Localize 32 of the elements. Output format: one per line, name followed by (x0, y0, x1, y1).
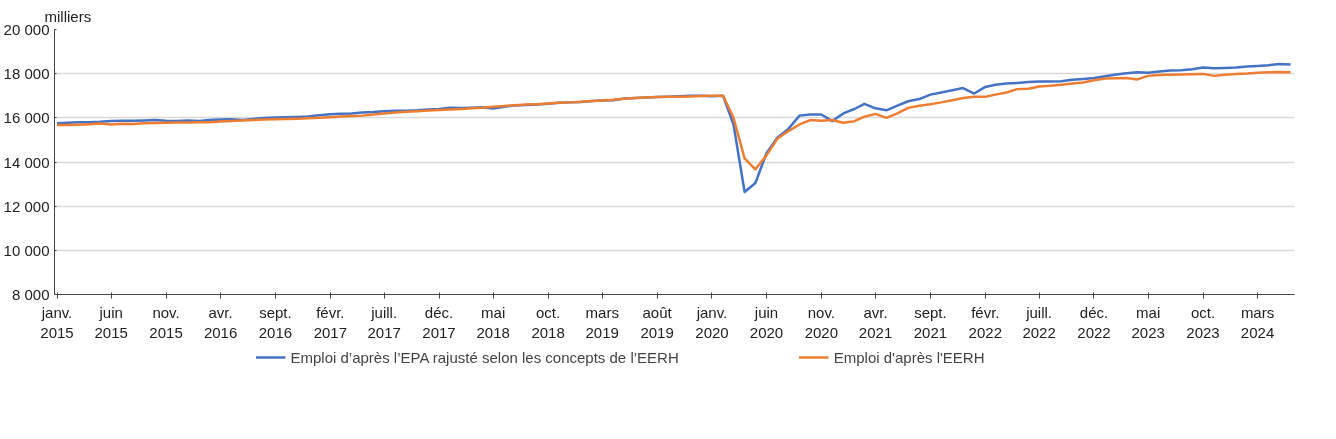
y-tick-label: 18 000 (3, 65, 50, 83)
x-tick-label: mars 2024 (1240, 303, 1275, 341)
x-tick-label: avr. 2021 (858, 303, 893, 341)
x-tick-label: déc. 2017 (422, 303, 456, 341)
y-tick-label: 10 000 (3, 241, 50, 259)
x-tick-label: mars 2019 (585, 303, 619, 341)
legend-label: Emploi d'après l'EERH (833, 348, 985, 366)
x-tick-label: janv. 2020 (695, 303, 729, 341)
x-tick-label: mai 2023 (1131, 303, 1165, 341)
x-tick-label: sept. 2021 (913, 303, 948, 341)
y-tick-label: 16 000 (3, 109, 50, 127)
x-tick-label: févr. 2017 (313, 303, 348, 341)
x-tick-label: déc. 2022 (1077, 303, 1111, 341)
x-tick-label: juill. 2017 (367, 303, 401, 341)
x-tick-label: avr. 2016 (203, 303, 238, 341)
x-tick-label: juin 2020 (749, 303, 784, 341)
y-tick-label: 8 000 (11, 286, 50, 303)
x-tick-label: sept. 2016 (258, 303, 293, 341)
line-series (55, 70, 1292, 171)
x-tick-label: août 2019 (640, 303, 674, 341)
x-tick-label: mai 2018 (476, 303, 510, 341)
x-tick-label: oct. 2018 (531, 303, 565, 341)
y-tick-label: 12 000 (3, 197, 50, 215)
x-tick-label: janv. 2015 (40, 303, 74, 341)
x-tick-label: nov. 2020 (804, 303, 839, 341)
x-tick-label: juill. 2022 (1022, 303, 1056, 341)
y-tick-label: 14 000 (3, 153, 50, 171)
x-tick-label: juin 2015 (94, 303, 128, 341)
legend-label: Emploi d’après l’EPA rajusté selon les concepts de l’EERH (290, 348, 679, 366)
x-tick-label: nov. 2015 (149, 303, 183, 341)
x-tick-label: févr. 2022 (968, 303, 1002, 341)
x-tick-label: oct. 2023 (1186, 303, 1220, 341)
